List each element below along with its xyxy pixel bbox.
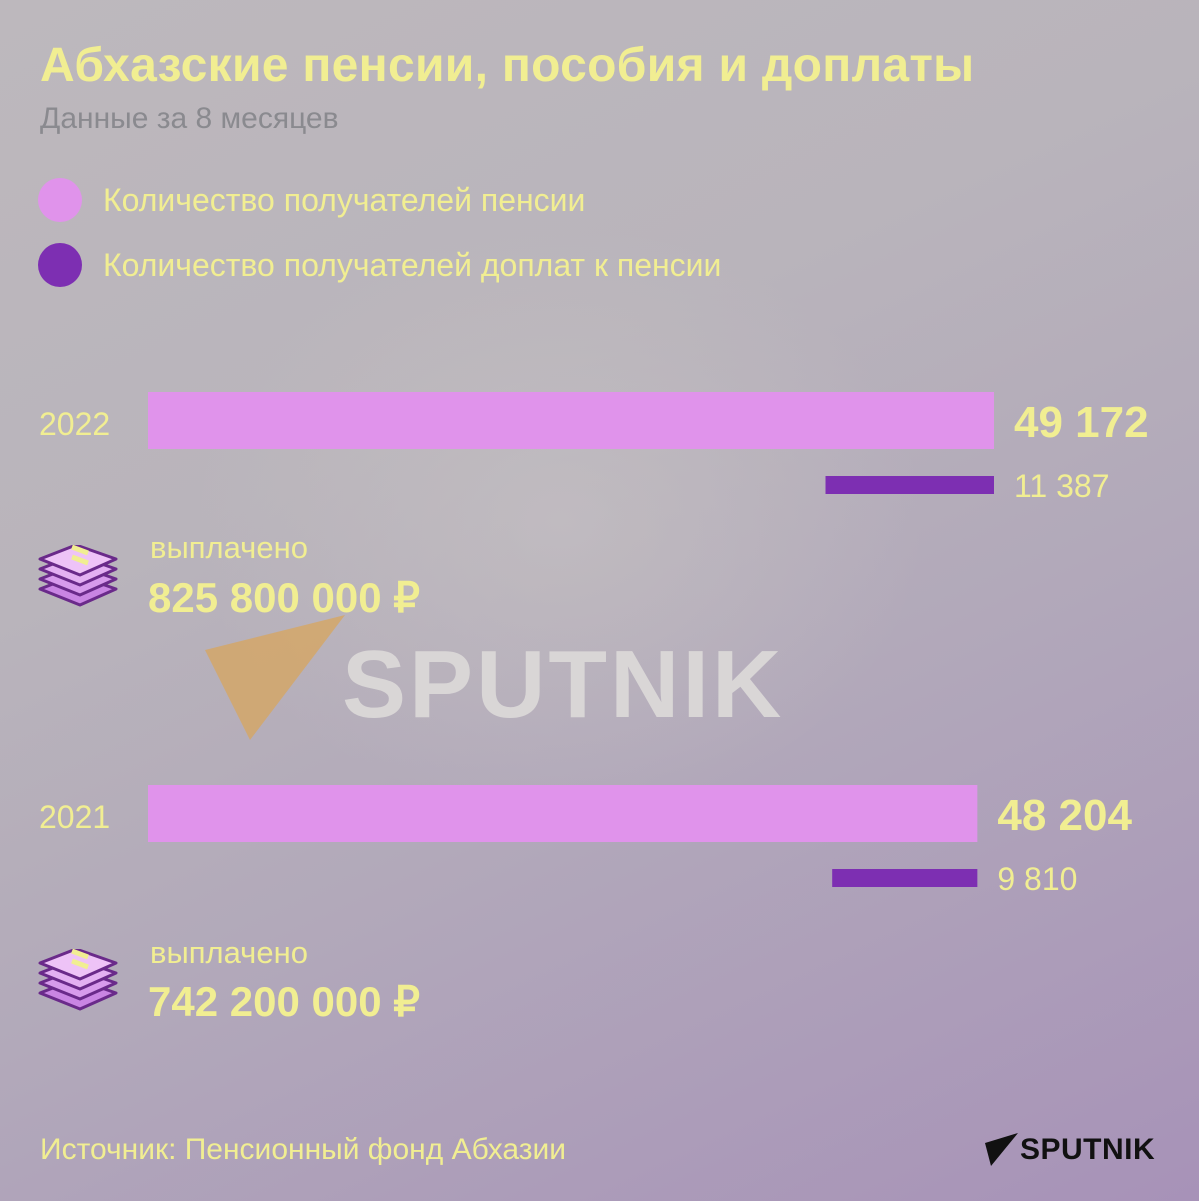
chart-title: Абхазские пенсии, пособия и доплаты <box>40 39 975 92</box>
bar-supplement <box>825 476 994 494</box>
data-label-supplement: 9 810 <box>997 861 1077 897</box>
data-label-pension: 48 204 <box>997 791 1132 840</box>
bar-supplement <box>832 869 978 887</box>
paid-label-2022: выплачено <box>150 530 308 565</box>
source-note: Источник: Пенсионный фонд Абхазии <box>40 1133 567 1166</box>
chart-subtitle: Данные за 8 месяцев <box>40 102 339 135</box>
legend-label-supplement: Количество получателей доплат к пенсии <box>103 247 722 283</box>
brand-name: SPUTNIK <box>1020 1133 1156 1166</box>
legend-label-pension: Количество получателей пенсии <box>103 182 586 218</box>
watermark-text: SPUTNIK <box>342 631 785 738</box>
sputnik-watermark-icon <box>205 615 345 740</box>
paid-value-2021: 742 200 000 ₽ <box>148 978 420 1025</box>
data-label-pension: 49 172 <box>1014 398 1149 447</box>
money-stack-icon <box>38 545 118 607</box>
paid-value-2022: 825 800 000 ₽ <box>148 574 420 621</box>
bar-pension <box>148 785 978 842</box>
year-label: 2021 <box>39 799 110 835</box>
bar-pension <box>148 392 994 449</box>
sputnik-logo-icon <box>985 1133 1018 1166</box>
legend-swatch-pension <box>38 178 82 222</box>
money-stack-icon <box>38 949 118 1011</box>
data-label-supplement: 11 387 <box>1014 468 1110 504</box>
legend-swatch-supplement <box>38 243 82 287</box>
year-label: 2022 <box>39 406 110 442</box>
paid-label-2021: выплачено <box>150 935 308 970</box>
